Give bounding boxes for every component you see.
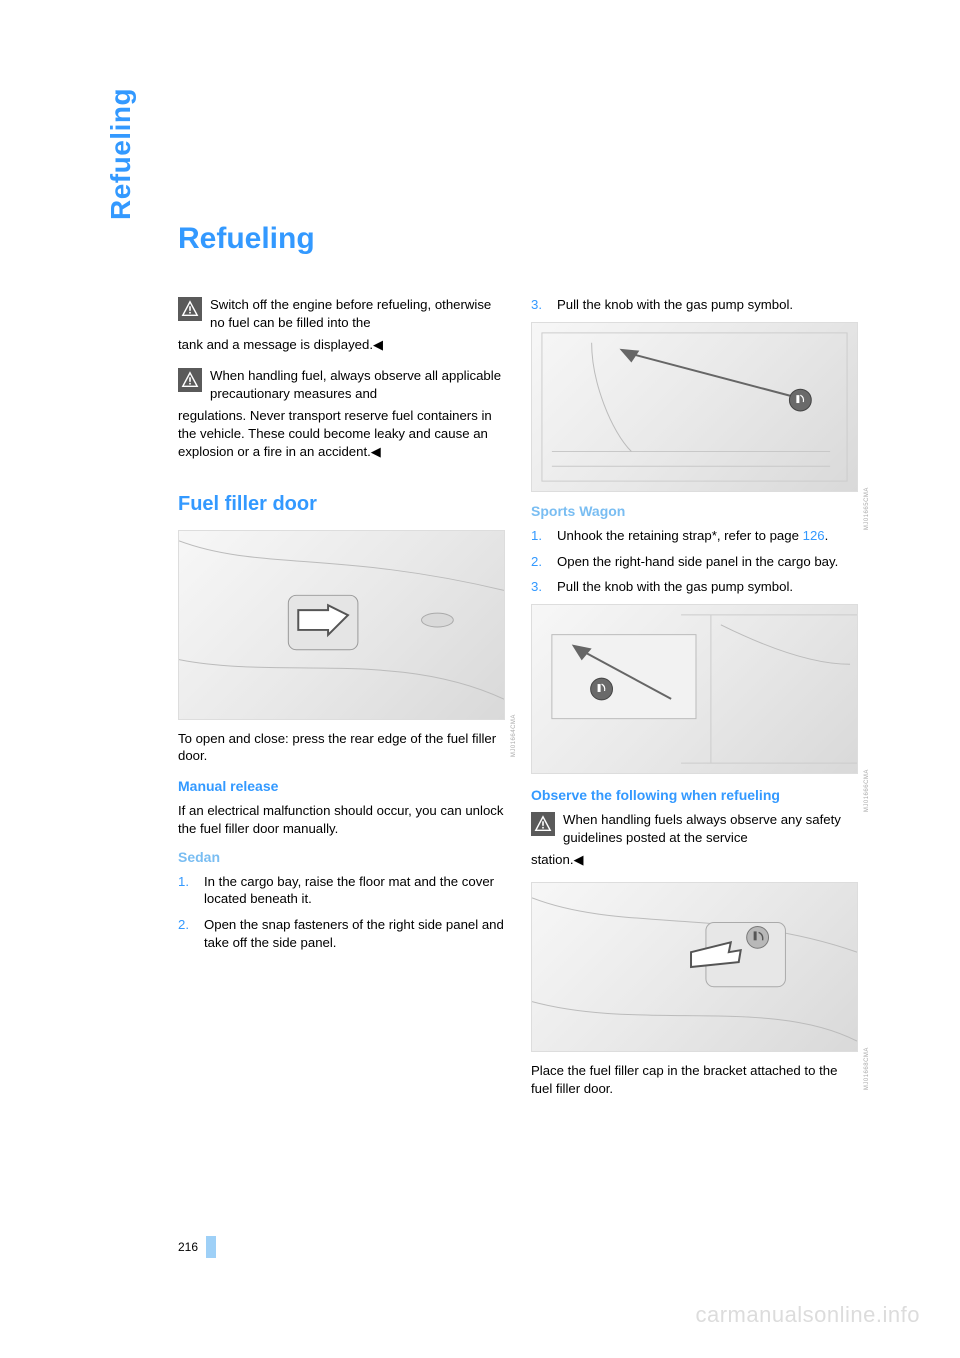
list-item: 3. Pull the knob with the gas pump symbo… bbox=[531, 296, 858, 314]
columns: Switch off the engine before refueling, … bbox=[178, 296, 858, 1108]
list-item: 1. Unhook the retaining strap*, refer to… bbox=[531, 527, 858, 545]
fuel-door-paragraph: To open and close: press the rear edge o… bbox=[178, 730, 505, 766]
sedan-step3: 3. Pull the knob with the gas pump symbo… bbox=[531, 296, 858, 314]
warning-2-rest: regulations. Never transport reserve fue… bbox=[178, 407, 505, 460]
heading-manual-release: Manual release bbox=[178, 777, 505, 796]
warning-3: When handling fuels always observe any s… bbox=[531, 811, 858, 847]
figure-filler-cap: MJ01668CMA bbox=[531, 882, 858, 1052]
figure-caption: MJ01665CMA bbox=[863, 487, 871, 530]
warning-icon bbox=[531, 812, 555, 836]
figure-caption: MJ01666CMA bbox=[863, 769, 871, 812]
step-number: 1. bbox=[178, 873, 194, 909]
step-number: 3. bbox=[531, 296, 547, 314]
page-number-wrap: 216 bbox=[178, 1236, 216, 1258]
watermark: carmanualsonline.info bbox=[695, 1302, 920, 1328]
text: . bbox=[825, 528, 829, 543]
step-text: Open the right-hand side panel in the ca… bbox=[557, 553, 858, 571]
step-number: 2. bbox=[531, 553, 547, 571]
wagon-steps: 1. Unhook the retaining strap*, refer to… bbox=[531, 527, 858, 596]
warning-1-inline: Switch off the engine before refueling, … bbox=[210, 296, 505, 332]
text: Unhook the retaining strap bbox=[557, 528, 712, 543]
heading-sports-wagon: Sports Wagon bbox=[531, 502, 858, 521]
text: , refer to page bbox=[717, 528, 803, 543]
heading-observe: Observe the following when refueling bbox=[531, 786, 858, 805]
step-number: 2. bbox=[178, 916, 194, 952]
warning-icon bbox=[178, 368, 202, 392]
warning-1: Switch off the engine before refueling, … bbox=[178, 296, 505, 332]
manual-release-paragraph: If an electrical malfunction should occu… bbox=[178, 802, 505, 838]
content-area: Refueling Switch off the engine before r… bbox=[178, 222, 858, 1108]
column-left: Switch off the engine before refueling, … bbox=[178, 296, 505, 1108]
figure-sedan-knob: MJ01665CMA bbox=[531, 322, 858, 492]
page-number-bar bbox=[206, 1236, 216, 1258]
list-item: 3. Pull the knob with the gas pump symbo… bbox=[531, 578, 858, 596]
figure-caption: MJ01668CMA bbox=[863, 1047, 871, 1090]
heading-sedan: Sedan bbox=[178, 848, 505, 867]
step-text: Pull the knob with the gas pump symbol. bbox=[557, 578, 858, 596]
step-text: Unhook the retaining strap*, refer to pa… bbox=[557, 527, 858, 545]
warning-3-inline: When handling fuels always observe any s… bbox=[563, 811, 858, 847]
list-item: 2. Open the right-hand side panel in the… bbox=[531, 553, 858, 571]
step-number: 3. bbox=[531, 578, 547, 596]
page: Refueling Refueling Switch off the engin… bbox=[0, 0, 960, 1358]
step-text: Pull the knob with the gas pump symbol. bbox=[557, 296, 858, 314]
warning-3-rest: station.◀ bbox=[531, 851, 858, 869]
warning-1-rest: tank and a message is displayed.◀ bbox=[178, 336, 505, 354]
section-fuel-filler-door: Fuel filler door bbox=[178, 491, 505, 518]
warning-icon bbox=[178, 297, 202, 321]
sedan-steps: 1. In the cargo bay, raise the floor mat… bbox=[178, 873, 505, 952]
page-title: Refueling bbox=[178, 222, 858, 256]
page-reference[interactable]: 126 bbox=[803, 528, 825, 543]
figure-fuel-door: MJ01664CMA bbox=[178, 530, 505, 720]
step-text: Open the snap fasteners of the right sid… bbox=[204, 916, 505, 952]
column-right: 3. Pull the knob with the gas pump symbo… bbox=[531, 296, 858, 1108]
step-text: In the cargo bay, raise the floor mat an… bbox=[204, 873, 505, 909]
list-item: 1. In the cargo bay, raise the floor mat… bbox=[178, 873, 505, 909]
side-tab: Refueling bbox=[105, 88, 137, 220]
list-item: 2. Open the snap fasteners of the right … bbox=[178, 916, 505, 952]
figure-wagon-knob: MJ01666CMA bbox=[531, 604, 858, 774]
warning-2-inline: When handling fuel, always observe all a… bbox=[210, 367, 505, 403]
step-number: 1. bbox=[531, 527, 547, 545]
warning-2: When handling fuel, always observe all a… bbox=[178, 367, 505, 403]
figure-caption: MJ01664CMA bbox=[510, 715, 518, 758]
cap-paragraph: Place the fuel filler cap in the bracket… bbox=[531, 1062, 858, 1098]
page-number: 216 bbox=[178, 1240, 198, 1254]
